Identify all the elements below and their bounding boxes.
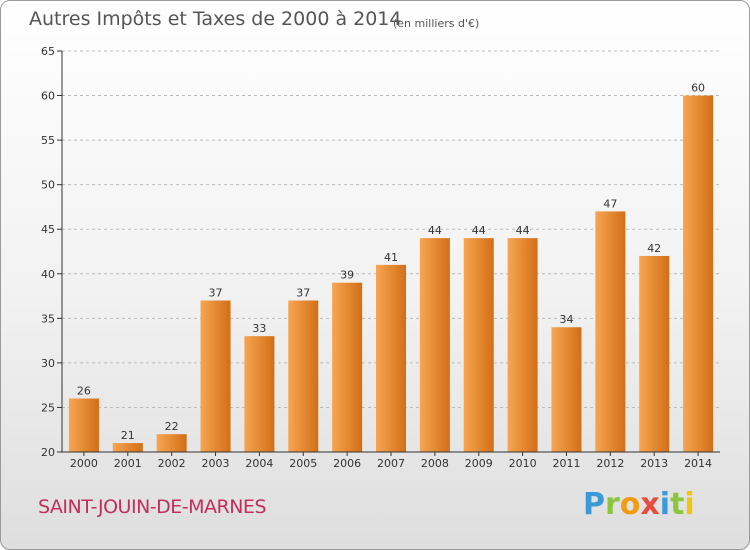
- chart-title: Autres Impôts et Taxes de 2000 à 2014: [29, 8, 402, 30]
- x-tick-label: 2005: [289, 457, 317, 470]
- bars-group: 26 21 22 37 33 37 39 41 44 44 44 34 47 42 60: [68, 82, 714, 453]
- bar-value-label: 44: [516, 224, 530, 237]
- y-tick-label: 55: [41, 134, 55, 147]
- x-tick-label: 2002: [158, 457, 186, 470]
- logo-letter: i: [659, 487, 671, 522]
- bar-value-label: 47: [603, 197, 617, 210]
- bar-value-label: 44: [472, 224, 486, 237]
- bar-value-label: 34: [559, 313, 573, 326]
- bar: [68, 398, 99, 452]
- x-tick-label: 2004: [245, 457, 273, 470]
- y-tick-label: 25: [41, 401, 55, 414]
- chart-subtitle: (en milliers d'€): [393, 17, 480, 30]
- logo-letter: t: [670, 487, 685, 522]
- y-tick-label: 35: [41, 312, 55, 325]
- bar: [507, 238, 538, 452]
- bar: [200, 300, 231, 452]
- y-tick-label: 65: [41, 45, 55, 58]
- bar-value-label: 26: [77, 385, 91, 398]
- bar: [595, 211, 626, 452]
- bar: [419, 238, 450, 452]
- bar: [156, 434, 187, 452]
- bar: [288, 300, 319, 452]
- y-tick-label: 45: [41, 223, 55, 236]
- y-tick-label: 60: [41, 90, 55, 103]
- bar-value-label: 41: [384, 251, 398, 264]
- bar-value-label: 42: [647, 242, 661, 255]
- logo-letter: r: [605, 487, 620, 522]
- bar-value-label: 33: [252, 322, 266, 335]
- town-name: SAINT-JOUIN-DE-MARNES: [38, 496, 267, 518]
- logo-letter: x: [640, 487, 660, 522]
- bar-value-label: 44: [428, 224, 442, 237]
- x-tick-label: 2001: [114, 457, 142, 470]
- bar: [244, 336, 275, 452]
- bar: [463, 238, 494, 452]
- bar-value-label: 37: [209, 287, 223, 300]
- logo-letter: i: [684, 487, 695, 522]
- x-tick-label: 2009: [465, 457, 493, 470]
- x-tick-label: 2012: [596, 457, 624, 470]
- x-tick-label: 2013: [640, 457, 668, 470]
- bar: [112, 443, 143, 452]
- x-tick-label: 2006: [333, 457, 361, 470]
- bar: [376, 264, 406, 452]
- bar-value-label: 60: [691, 82, 705, 95]
- x-tick-label: 2008: [421, 457, 449, 470]
- bar: [332, 282, 363, 452]
- bar: [639, 255, 670, 452]
- bar: [551, 327, 582, 452]
- x-tick-label: 2003: [202, 457, 230, 470]
- proxiti-logo[interactable]: Proxiti: [583, 487, 695, 522]
- y-tick-label: 50: [41, 179, 55, 192]
- bar-value-label: 39: [340, 269, 354, 282]
- bar-value-label: 37: [296, 287, 310, 300]
- x-tick-label: 2010: [509, 457, 537, 470]
- y-tick-label: 20: [41, 446, 55, 459]
- bar: [683, 95, 714, 453]
- x-tick-label: 2007: [377, 457, 405, 470]
- bar-value-label: 21: [121, 429, 135, 442]
- x-tick-label: 2000: [70, 457, 98, 470]
- logo-letter: o: [619, 487, 641, 522]
- y-tick-label: 40: [41, 268, 55, 281]
- y-tick-label: 30: [41, 357, 55, 370]
- x-tick-label: 2014: [684, 457, 712, 470]
- logo-letter: P: [583, 487, 605, 522]
- axes: 20 25 30 35 40 45 50 55 60 65 2000 2001 2002 2003 2004…: [41, 45, 720, 470]
- bar-value-label: 22: [165, 420, 179, 433]
- x-tick-label: 2011: [552, 457, 580, 470]
